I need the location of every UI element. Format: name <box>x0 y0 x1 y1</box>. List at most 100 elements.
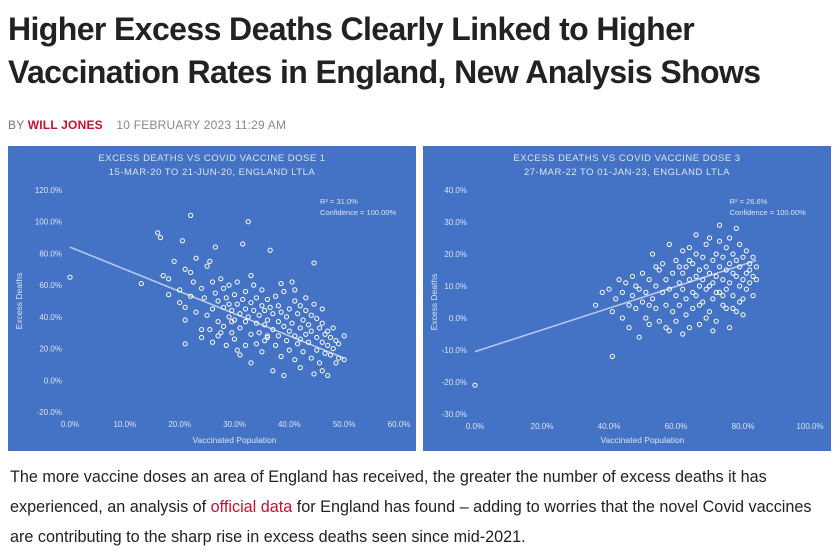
y-tick-label: 10.0% <box>444 282 467 291</box>
data-point <box>713 273 719 279</box>
data-point <box>683 296 689 302</box>
data-point <box>666 286 672 292</box>
data-point <box>319 368 325 374</box>
data-point <box>300 349 306 355</box>
data-point <box>730 293 736 299</box>
data-point <box>220 323 227 329</box>
author-link[interactable]: WILL JONES <box>27 118 103 132</box>
data-point <box>737 264 743 270</box>
data-point <box>220 304 227 310</box>
data-point <box>710 328 716 334</box>
data-point <box>676 280 682 286</box>
data-point <box>319 339 325 345</box>
official-data-link[interactable]: official data <box>210 498 293 516</box>
data-point <box>730 270 736 276</box>
data-point <box>723 267 729 273</box>
data-point <box>182 266 188 272</box>
data-point <box>281 323 287 329</box>
data-point <box>690 305 696 311</box>
data-point <box>215 319 221 325</box>
data-point <box>253 341 260 347</box>
data-point <box>67 274 73 280</box>
data-point <box>643 315 649 321</box>
data-point <box>262 307 268 314</box>
data-point <box>646 321 652 327</box>
data-point <box>713 289 719 295</box>
data-point <box>653 283 659 289</box>
data-point <box>626 302 632 308</box>
data-point <box>706 235 713 241</box>
data-point <box>319 320 325 326</box>
data-point <box>226 301 232 307</box>
data-point <box>693 251 699 257</box>
data-point <box>311 301 317 307</box>
data-point <box>283 338 290 344</box>
data-point <box>743 270 749 276</box>
data-point <box>626 325 632 331</box>
data-point <box>264 296 270 303</box>
data-point <box>234 301 240 307</box>
data-point <box>188 212 194 218</box>
data-point <box>727 261 733 267</box>
data-point <box>245 314 251 320</box>
data-point <box>303 307 309 314</box>
data-point <box>226 282 232 288</box>
data-point <box>663 325 669 331</box>
data-point <box>676 264 682 270</box>
data-point <box>670 270 676 276</box>
data-point <box>264 334 270 341</box>
data-point <box>316 360 323 366</box>
data-point <box>259 349 265 355</box>
x-tick-label: 0.0% <box>61 420 79 429</box>
data-point <box>199 334 205 341</box>
data-point <box>275 333 281 339</box>
data-point <box>673 257 679 264</box>
data-point <box>703 241 709 248</box>
data-point <box>259 287 265 293</box>
data-point <box>686 245 692 251</box>
data-point <box>740 254 746 260</box>
data-point <box>706 309 713 315</box>
x-tick-label: 60.0% <box>665 422 688 431</box>
data-point <box>336 341 342 347</box>
article-text-start: The more vaccine doses an area of Englan… <box>10 468 767 516</box>
y-tick-label: 20.0% <box>444 250 467 259</box>
data-point <box>666 328 672 334</box>
data-point <box>750 293 756 299</box>
data-point <box>231 336 238 342</box>
data-point <box>297 325 303 331</box>
data-point <box>273 342 279 348</box>
data-point <box>314 347 320 353</box>
x-tick-label: 20.0% <box>168 420 191 429</box>
data-point <box>599 289 605 295</box>
data-point <box>649 296 656 302</box>
data-point <box>240 296 246 303</box>
data-point <box>710 280 716 286</box>
data-point <box>690 289 696 295</box>
data-point <box>303 331 309 337</box>
data-point <box>314 315 320 322</box>
data-point <box>673 293 679 299</box>
data-point <box>743 248 749 254</box>
data-point <box>256 312 262 318</box>
x-tick-label: 80.0% <box>732 422 755 431</box>
x-tick-label: 50.0% <box>333 420 356 429</box>
y-tick-label: -30.0% <box>442 410 467 419</box>
data-point <box>643 289 649 295</box>
data-point <box>696 302 703 308</box>
data-point <box>204 312 210 318</box>
data-point <box>680 331 686 337</box>
data-point <box>138 280 144 287</box>
data-point <box>199 285 205 291</box>
scatter-chart-dose3: EXCESS DEATHS VS COVID VACCINE DOSE 3 27-… <box>429 153 824 445</box>
data-point <box>636 286 642 292</box>
data-point <box>322 350 328 356</box>
data-point <box>155 230 161 236</box>
data-point <box>190 279 196 285</box>
data-point <box>593 302 599 308</box>
data-point <box>646 302 652 308</box>
x-tick-label: 10.0% <box>113 420 136 429</box>
data-point <box>229 319 235 325</box>
data-point <box>720 302 726 308</box>
data-point <box>720 277 726 283</box>
